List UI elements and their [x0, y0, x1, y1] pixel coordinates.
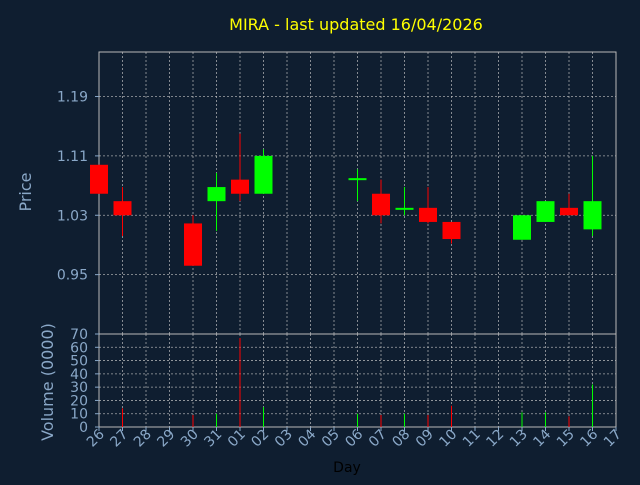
price-tick-label: 1.11 — [57, 149, 88, 165]
candle-body — [348, 178, 367, 181]
x-tick-labels: 26 27 28 29 30 31 01 02 03 04 05 06 07 08 09 10 11 12 13 14… — [84, 426, 625, 450]
x-tick-label: 07 — [366, 427, 390, 451]
candle-body — [231, 179, 249, 194]
x-tick-label: 16 — [577, 426, 601, 450]
candle-body — [583, 201, 602, 230]
x-tick-label: 28 — [131, 427, 155, 451]
x-tick-label: 09 — [413, 427, 437, 451]
volume-tick-label: 50 — [70, 354, 88, 370]
candle-body — [90, 164, 108, 194]
x-tick-label: 10 — [436, 427, 460, 451]
price-panel: 0.95 1.03 1.11 1.19 — [57, 51, 617, 335]
x-tick-label: 01 — [225, 427, 249, 451]
x-tick-label: 30 — [178, 427, 202, 451]
candle-body — [184, 223, 202, 266]
x-tick-label: 06 — [342, 426, 366, 450]
candle-body — [372, 193, 390, 216]
candle-body — [419, 207, 437, 222]
price-tick-label: 1.03 — [57, 208, 88, 224]
x-tick-label: 11 — [460, 427, 484, 451]
candle-body — [113, 201, 132, 216]
volume-tick-label: 30 — [70, 380, 88, 396]
price-tick-label: 0.95 — [57, 268, 88, 284]
x-tick-label: 15 — [554, 427, 578, 451]
candle-body — [536, 201, 555, 222]
x-tick-label: 17 — [601, 427, 625, 451]
volume-tick-label: 10 — [70, 407, 88, 423]
x-tick-label: 13 — [507, 427, 531, 451]
x-tick-label: 14 — [530, 426, 554, 450]
volume-tick-label: 40 — [70, 367, 88, 383]
candle-body — [207, 187, 226, 202]
volume-tick-label: 60 — [70, 340, 88, 356]
x-tick-label: 08 — [389, 427, 413, 451]
candle-body — [513, 215, 531, 240]
x-tick-label: 12 — [483, 427, 507, 451]
x-tick-label: 03 — [272, 427, 296, 451]
price-tick-label: 1.19 — [57, 90, 88, 106]
x-tick-label: 27 — [107, 427, 131, 451]
chart-title: MIRA - last updated 16/04/2026 — [229, 15, 483, 34]
x-axis-label: Day — [333, 460, 361, 476]
candle-body — [560, 207, 578, 216]
volume-tick-label: 0 — [79, 420, 88, 436]
x-tick-label: 29 — [154, 427, 178, 451]
volume-tick-label: 70 — [70, 327, 88, 343]
candle-body — [442, 221, 461, 240]
candle-body — [254, 155, 273, 194]
x-tick-label: 04 — [295, 426, 319, 450]
x-tick-label: 02 — [248, 427, 272, 451]
x-tick-label: 31 — [201, 427, 225, 451]
x-tick-label: 05 — [319, 427, 343, 451]
volume-axis-label: Volume (0000) — [38, 323, 57, 441]
candle-body — [395, 207, 414, 210]
volume-tick-label: 20 — [70, 393, 88, 409]
price-axis-label: Price — [16, 172, 35, 211]
